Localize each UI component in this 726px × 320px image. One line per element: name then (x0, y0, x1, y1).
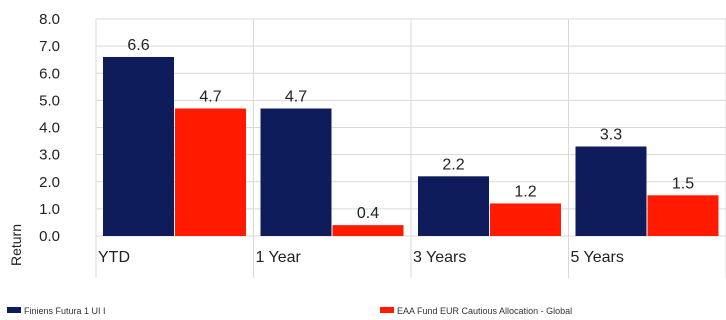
bar-category-5-years (647, 195, 719, 236)
y-tick-label: 6.0 (39, 65, 60, 82)
bar-category-ytd (175, 108, 246, 236)
legend-label: Finiens Futura 1 UI I (24, 306, 106, 316)
bar-fund-3-years (418, 176, 489, 236)
data-label: 3.3 (600, 126, 622, 143)
bar-fund-1-year (260, 108, 332, 236)
data-label: 6.6 (127, 37, 149, 54)
y-tick-label: 2.0 (39, 174, 60, 191)
legend-swatch (380, 307, 394, 313)
category-label: YTD (98, 249, 130, 266)
data-label: 2.2 (442, 156, 464, 173)
y-axis-ticks: 0.0 1.0 2.0 3.0 4.0 5.0 6.0 7.0 8.0 (39, 11, 60, 245)
data-label: 1.2 (514, 183, 536, 200)
bars (103, 56, 719, 236)
y-tick-label: 7.0 (39, 38, 60, 55)
data-label: 4.7 (199, 89, 221, 106)
y-tick-label: 4.0 (39, 120, 60, 137)
y-tick-label: 5.0 (39, 92, 60, 109)
data-labels: 6.6 4.7 4.7 0.4 2.2 1.2 3.3 1.5 (127, 37, 694, 222)
data-label: 4.7 (285, 89, 307, 106)
y-tick-label: 0.0 (39, 228, 60, 245)
category-labels: YTD 1 Year 3 Years 5 Years (98, 249, 624, 266)
bar-fund-5-years (575, 146, 647, 236)
bar-category-1-year (332, 225, 404, 236)
y-tick-label: 3.0 (39, 147, 60, 164)
data-label: 0.4 (357, 205, 379, 222)
y-tick-label: 8.0 (39, 11, 60, 28)
bar-fund-ytd (103, 56, 174, 236)
legend-label: EAA Fund EUR Cautious Allocation - Globa… (397, 306, 572, 316)
category-label: 1 Year (256, 249, 302, 266)
category-label: 3 Years (413, 249, 466, 266)
legend: Finiens Futura 1 UI I EAA Fund EUR Cautio… (7, 306, 572, 316)
category-label: 5 Years (571, 249, 624, 266)
y-axis-title: Return (8, 224, 24, 266)
data-label: 1.5 (672, 175, 694, 192)
legend-swatch (7, 307, 21, 313)
bar-category-3-years (490, 203, 561, 236)
y-tick-label: 1.0 (39, 201, 60, 218)
